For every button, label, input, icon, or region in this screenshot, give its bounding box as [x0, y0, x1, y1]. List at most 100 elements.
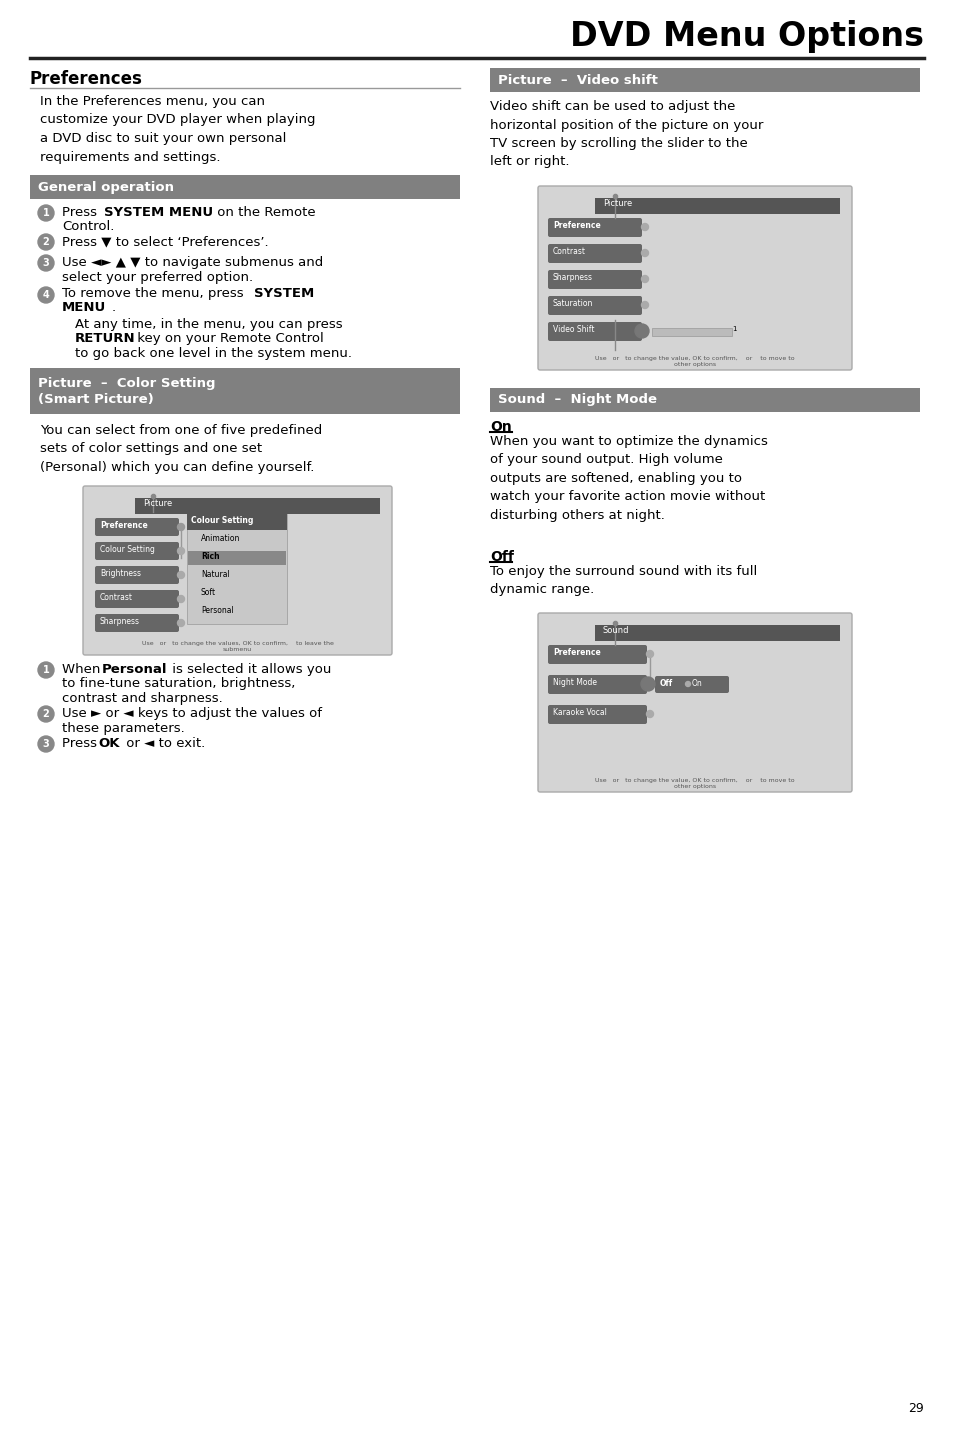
FancyBboxPatch shape [547, 675, 646, 694]
Text: Colour Setting: Colour Setting [100, 545, 154, 553]
Text: When: When [62, 664, 105, 676]
Text: Video shift can be used to adjust the
horizontal position of the picture on your: Video shift can be used to adjust the ho… [490, 100, 762, 169]
FancyBboxPatch shape [547, 645, 646, 664]
FancyBboxPatch shape [95, 591, 179, 608]
Text: Use   or   to change the value, OK to confirm,    or    to move to
other options: Use or to change the value, OK to confir… [595, 356, 794, 368]
FancyBboxPatch shape [537, 186, 851, 370]
Text: is selected it allows you: is selected it allows you [168, 664, 331, 676]
Text: 29: 29 [907, 1401, 923, 1416]
Circle shape [177, 548, 184, 555]
Text: Press: Press [62, 206, 101, 219]
Text: Preference: Preference [100, 521, 148, 531]
FancyBboxPatch shape [95, 613, 179, 632]
Text: To remove the menu, press: To remove the menu, press [62, 287, 248, 300]
Text: to go back one level in the system menu.: to go back one level in the system menu. [75, 347, 352, 360]
Text: Control.: Control. [62, 220, 114, 233]
Text: Rich: Rich [201, 552, 219, 561]
Circle shape [38, 204, 54, 222]
Text: 2: 2 [43, 237, 50, 247]
Text: Preference: Preference [553, 648, 600, 656]
Text: Press: Press [62, 736, 101, 749]
Text: Sound  –  Night Mode: Sound – Night Mode [497, 393, 657, 406]
Text: Personal: Personal [201, 606, 233, 615]
Text: 1: 1 [43, 665, 50, 675]
Text: OK: OK [98, 736, 119, 749]
FancyBboxPatch shape [537, 613, 851, 792]
Text: Picture  –  Video shift: Picture – Video shift [497, 73, 658, 86]
Circle shape [38, 706, 54, 722]
Text: on the Remote: on the Remote [213, 206, 315, 219]
Text: At any time, in the menu, you can press: At any time, in the menu, you can press [75, 317, 342, 330]
Text: Preference: Preference [553, 222, 600, 230]
Circle shape [640, 249, 648, 256]
Text: Animation: Animation [201, 533, 240, 543]
Bar [135, 498, 379, 513]
Bar [490, 388, 919, 412]
Circle shape [640, 276, 648, 283]
Text: Sound: Sound [602, 626, 629, 635]
FancyBboxPatch shape [83, 486, 392, 655]
Text: Press ▼ to select ‘Preferences’.: Press ▼ to select ‘Preferences’. [62, 235, 269, 247]
Circle shape [177, 619, 184, 626]
Text: Use   or   to change the value, OK to confirm,    or    to move to
other options: Use or to change the value, OK to confir… [595, 778, 794, 789]
Text: Sharpness: Sharpness [100, 616, 140, 626]
FancyBboxPatch shape [547, 217, 641, 237]
Text: On: On [691, 679, 702, 688]
Text: In the Preferences menu, you can
customize your DVD player when playing
a DVD di: In the Preferences menu, you can customi… [40, 94, 315, 163]
FancyBboxPatch shape [547, 270, 641, 289]
Text: or ◄ to exit.: or ◄ to exit. [122, 736, 205, 749]
Circle shape [38, 255, 54, 272]
Text: Picture  –  Color Setting
(Smart Picture): Picture – Color Setting (Smart Picture) [38, 376, 215, 406]
Text: Soft: Soft [201, 588, 216, 596]
Text: Brightness: Brightness [100, 569, 141, 578]
Text: To enjoy the surround sound with its full
dynamic range.: To enjoy the surround sound with its ful… [490, 565, 757, 596]
Text: Off: Off [659, 679, 673, 688]
Text: When you want to optimize the dynamics
of your sound output. High volume
outputs: When you want to optimize the dynamics o… [490, 435, 767, 522]
Circle shape [646, 651, 653, 658]
Text: Picture: Picture [602, 199, 632, 207]
Circle shape [177, 595, 184, 602]
Bar [490, 69, 919, 92]
FancyBboxPatch shape [547, 296, 641, 315]
Circle shape [177, 572, 184, 579]
Circle shape [646, 711, 653, 718]
Text: select your preferred option.: select your preferred option. [62, 272, 253, 285]
Text: to fine-tune saturation, brightness,: to fine-tune saturation, brightness, [62, 676, 295, 691]
Circle shape [38, 287, 54, 303]
Bar [188, 551, 286, 565]
Text: Natural: Natural [201, 571, 230, 579]
Text: 3: 3 [43, 257, 50, 267]
Bar [651, 327, 731, 336]
Bar [30, 368, 459, 415]
Text: Karaoke Vocal: Karaoke Vocal [553, 708, 606, 716]
Circle shape [640, 302, 648, 309]
Text: 2: 2 [43, 709, 50, 719]
Text: 1: 1 [43, 207, 50, 217]
Circle shape [177, 523, 184, 531]
Text: Personal: Personal [102, 664, 168, 676]
Text: Off: Off [490, 551, 514, 563]
Text: Night Mode: Night Mode [553, 678, 597, 686]
Text: Preferences: Preferences [30, 70, 143, 89]
Text: 3: 3 [43, 739, 50, 749]
Text: Contrast: Contrast [100, 593, 132, 602]
Text: SYSTEM MENU: SYSTEM MENU [104, 206, 213, 219]
Bar [595, 625, 840, 641]
Bar [30, 174, 459, 199]
Circle shape [685, 682, 690, 686]
Bar [187, 513, 287, 623]
Circle shape [38, 736, 54, 752]
Circle shape [640, 223, 648, 230]
Text: these parameters.: these parameters. [62, 722, 185, 735]
Text: On: On [490, 420, 511, 433]
Text: Colour Setting: Colour Setting [191, 516, 253, 525]
Text: You can select from one of five predefined
sets of color settings and one set
(P: You can select from one of five predefin… [40, 425, 322, 473]
Circle shape [635, 325, 648, 337]
FancyBboxPatch shape [95, 542, 179, 561]
Text: MENU: MENU [62, 300, 106, 315]
Text: SYSTEM: SYSTEM [253, 287, 314, 300]
Text: RETURN: RETURN [75, 332, 135, 345]
Text: Saturation: Saturation [553, 299, 593, 307]
FancyBboxPatch shape [547, 705, 646, 724]
Text: Use ◄► ▲ ▼ to navigate submenus and: Use ◄► ▲ ▼ to navigate submenus and [62, 256, 323, 269]
